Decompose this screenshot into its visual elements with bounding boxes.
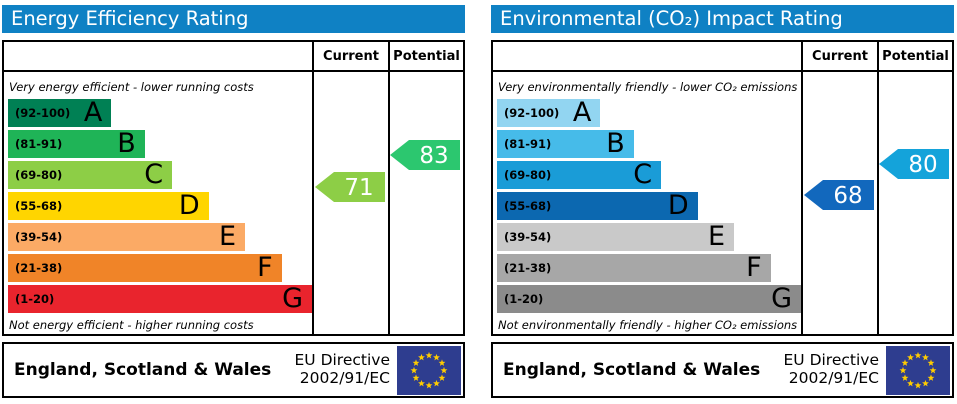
potential-rating-value: 83 [419,143,448,169]
bottom-note: Not environmentally friendly - higher CO… [498,318,798,332]
band-row-f: (21-38) F [8,254,282,282]
band-row-d: (55-68) D [497,192,698,220]
environmental-band-list: (92-100) A (81-91) B (69-80) C (55-68) D (39-54)… [493,99,801,313]
bottom-note: Not energy efficient - higher running co… [9,318,254,332]
band-range-label: (55-68) [504,199,552,213]
band-row-a: (92-100) A [8,97,112,128]
eu-flag-icon [397,345,461,395]
header-spacer [4,42,312,72]
band-row-b: (81-91) B [8,130,145,158]
band-letter: F [746,252,762,283]
region-label: England, Scotland & Wales [503,360,761,380]
band-row-e: (39-54) E [8,221,246,252]
current-value-column: 71 [312,72,388,334]
band-range-label: (55-68) [15,199,63,213]
band-row-b: (81-91) B [497,130,634,158]
band-range-label: (92-100) [15,106,71,120]
potential-rating-value: 80 [908,152,937,178]
top-note: Very energy efficient - lower running co… [9,80,254,94]
band-letter: B [117,128,136,159]
band-row-c: (69-80) C [497,159,662,190]
current-column-header: Current [312,42,388,72]
header-spacer [493,42,801,72]
band-letter: D [667,190,689,221]
potential-value-column: 80 [877,72,952,334]
current-value-column: 68 [801,72,877,334]
energy-band-list: (92-100) A (81-91) B (69-80) C (55-68) D (39-54)… [4,99,312,313]
energy-efficiency-panel: Energy Efficiency Rating Current Potenti… [2,5,465,398]
environmental-panel-title: Environmental (CO₂) Impact Rating [491,5,954,33]
eu-directive-label: EU Directive 2002/91/EC [294,351,398,388]
band-range-label: (21-38) [504,261,552,275]
top-note: Very environmentally friendly - lower CO… [498,80,798,94]
energy-panel-footer: England, Scotland & Wales EU Directive 2… [2,342,465,398]
environmental-panel-footer: England, Scotland & Wales EU Directive 2… [491,342,954,398]
eu-directive-label: EU Directive 2002/91/EC [783,351,887,388]
potential-rating-arrow: 83 [390,140,460,170]
band-range-label: (69-80) [504,168,552,182]
potential-column-header: Potential [877,42,952,72]
energy-rating-table: Current Potential Very energy efficient … [2,40,465,336]
band-letter: G [771,283,792,314]
potential-rating-arrow: 80 [879,149,949,179]
band-range-label: (39-54) [15,230,63,244]
environmental-bands-area: Very environmentally friendly - lower CO… [493,72,801,334]
band-letter: F [257,252,273,283]
potential-value-column: 83 [388,72,463,334]
current-rating-arrow: 68 [804,180,874,210]
energy-bands-area: Very energy efficient - lower running co… [4,72,312,334]
eu-directive-line1: EU Directive [783,351,880,370]
potential-column-header: Potential [388,42,463,72]
band-range-label: (39-54) [504,230,552,244]
eu-directive-line2: 2002/91/EC [788,369,879,387]
band-row-f: (21-38) F [497,254,771,282]
band-letter: C [144,159,164,190]
band-range-label: (81-91) [15,137,63,151]
region-label: England, Scotland & Wales [14,360,272,380]
band-letter: A [572,97,592,128]
current-rating-value: 71 [344,175,373,201]
band-range-label: (81-91) [504,137,552,151]
environmental-impact-panel: Environmental (CO₂) Impact Rating Curren… [491,5,954,398]
band-row-a: (92-100) A [497,97,601,128]
band-row-e: (39-54) E [497,221,735,252]
band-range-label: (92-100) [504,106,560,120]
band-row-c: (69-80) C [8,159,173,190]
band-letter: B [606,128,625,159]
current-column-header: Current [801,42,877,72]
band-row-g: (1-20) G [8,285,312,313]
band-letter: G [282,283,303,314]
eu-directive-line2: 2002/91/EC [299,369,390,387]
band-range-label: (1-20) [15,292,55,306]
current-rating-value: 68 [833,183,862,209]
eu-directive-line1: EU Directive [294,351,391,370]
band-range-label: (21-38) [15,261,63,275]
band-letter: E [708,221,726,252]
band-letter: E [219,221,237,252]
band-letter: C [633,159,653,190]
current-rating-arrow: 71 [315,172,385,202]
eu-flag-icon [886,345,950,395]
band-range-label: (1-20) [504,292,544,306]
environmental-rating-table: Current Potential Very environmentally f… [491,40,954,336]
band-row-g: (1-20) G [497,285,801,313]
band-letter: A [83,97,103,128]
band-row-d: (55-68) D [8,192,209,220]
band-range-label: (69-80) [15,168,63,182]
band-letter: D [178,190,200,221]
energy-panel-title: Energy Efficiency Rating [2,5,465,33]
